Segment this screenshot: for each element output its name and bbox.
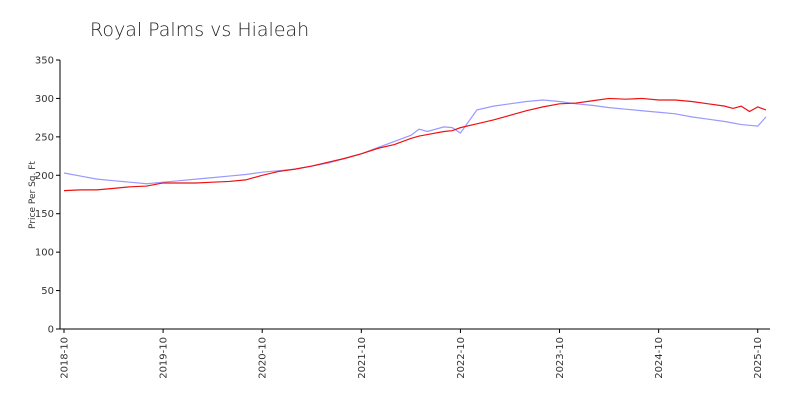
x-tick-label: 2021-10 — [357, 337, 368, 379]
y-tick-label: 50 — [41, 286, 54, 297]
x-tick-label: 2023-10 — [555, 337, 566, 379]
y-tick-label: 0 — [48, 325, 54, 336]
y-axis-label: Price Per Sq. Ft — [28, 161, 38, 229]
series-line — [63, 99, 767, 185]
y-tick-label: 300 — [35, 94, 54, 105]
x-tick-label: 2020-10 — [258, 337, 269, 379]
y-tick-label: 200 — [35, 171, 54, 182]
series-line — [63, 97, 767, 192]
x-tick-label: 2019-10 — [159, 337, 170, 379]
x-tick-label: 2022-10 — [456, 337, 467, 379]
y-tick-label: 250 — [35, 132, 54, 143]
y-tick-label: 150 — [35, 209, 54, 220]
x-tick-label: 2024-10 — [654, 337, 665, 379]
x-tick-label: 2025-10 — [753, 337, 764, 379]
y-tick-label: 350 — [35, 56, 54, 67]
chart-title: Royal Palms vs Hialeah — [90, 19, 309, 41]
x-tick-label: 2018-10 — [60, 337, 71, 379]
y-tick-label: 100 — [35, 248, 54, 259]
